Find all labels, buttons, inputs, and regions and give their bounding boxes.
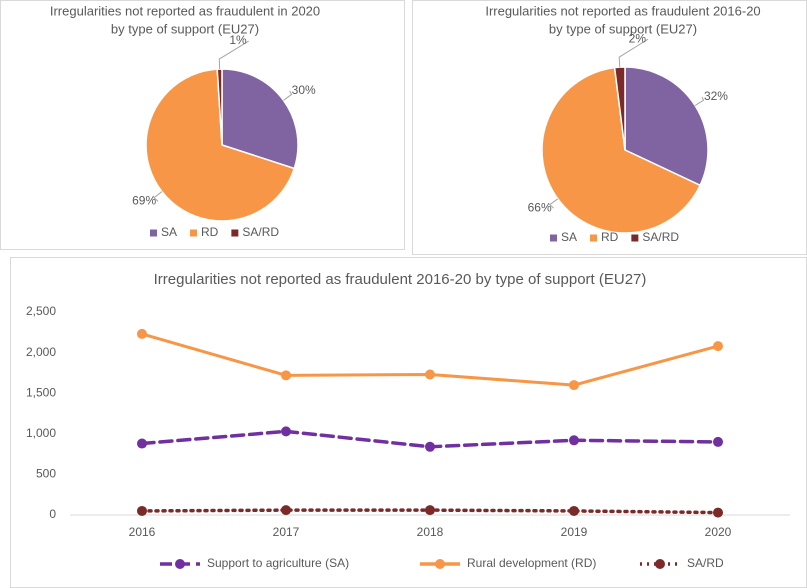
leader-line (618, 38, 649, 68)
x-tick-label: 2018 (417, 525, 444, 539)
legend-label: Rural development (RD) (467, 556, 596, 570)
legend-label: RD (201, 225, 219, 239)
data-label: 2% (629, 31, 647, 45)
legend-label: SA/RD (642, 230, 679, 244)
series-marker (137, 438, 147, 449)
legend-marker (435, 559, 445, 569)
series-marker (137, 505, 147, 516)
series-marker (425, 369, 435, 380)
legend-swatch (231, 229, 239, 237)
leader-line (218, 40, 249, 70)
data-label: 66% (528, 200, 552, 214)
leader-line (153, 191, 163, 202)
legend-label: SA/RD (687, 556, 724, 570)
x-tick-label: 2017 (273, 525, 300, 539)
legend-swatch (190, 229, 198, 237)
legend-swatch (550, 234, 557, 242)
series-marker (713, 507, 723, 518)
pie-slice (221, 68, 299, 170)
series-marker (569, 505, 579, 516)
legend-swatch (590, 234, 598, 242)
data-label: 30% (292, 83, 316, 97)
y-tick-label: 500 (36, 467, 56, 481)
data-label: 1% (229, 33, 247, 47)
leader-line (283, 90, 293, 101)
legend-swatch (631, 234, 639, 242)
series-marker (425, 441, 435, 452)
series-marker (713, 341, 723, 352)
x-tick-label: 2019 (561, 525, 588, 539)
series-marker (281, 426, 291, 437)
x-tick-label: 2020 (705, 525, 732, 539)
series-marker (137, 328, 147, 339)
chart-title: Irregularities not reported as fraudulen… (154, 271, 647, 288)
pie-slice (216, 68, 223, 146)
series-marker (281, 505, 291, 516)
series-marker (425, 505, 435, 516)
series-marker (569, 380, 579, 391)
leader-line (548, 198, 559, 209)
y-tick-label: 0 (49, 507, 56, 521)
legend-label: SA (561, 230, 577, 244)
leader-line (694, 96, 705, 106)
legend-marker (655, 559, 665, 569)
chart-title: by type of support (EU27) (549, 21, 697, 36)
series-marker (569, 435, 579, 446)
x-tick-label: 2016 (129, 525, 156, 539)
chart-title: by type of support (EU27) (111, 21, 259, 36)
legend-marker (175, 559, 185, 569)
panel (0, 0, 405, 250)
chart-title: Irregularities not reported as fraudulen… (485, 3, 760, 18)
legend-label: SA/RD (242, 225, 279, 239)
series-marker (281, 370, 291, 381)
y-tick-label: 2,500 (26, 304, 56, 318)
y-tick-label: 1,000 (26, 426, 56, 440)
y-tick-label: 2,000 (26, 345, 56, 359)
chart-title: Irregularities not reported as fraudulen… (50, 3, 320, 18)
y-tick-label: 1,500 (26, 385, 56, 399)
data-label: 32% (704, 89, 728, 103)
legend-label: RD (601, 230, 619, 244)
pie-slice (541, 66, 702, 234)
data-label: 69% (132, 194, 156, 208)
series-marker (713, 436, 723, 447)
legend-label: Support to agriculture (SA) (207, 556, 349, 570)
legend-label: SA (161, 225, 177, 239)
legend-swatch (150, 229, 157, 237)
